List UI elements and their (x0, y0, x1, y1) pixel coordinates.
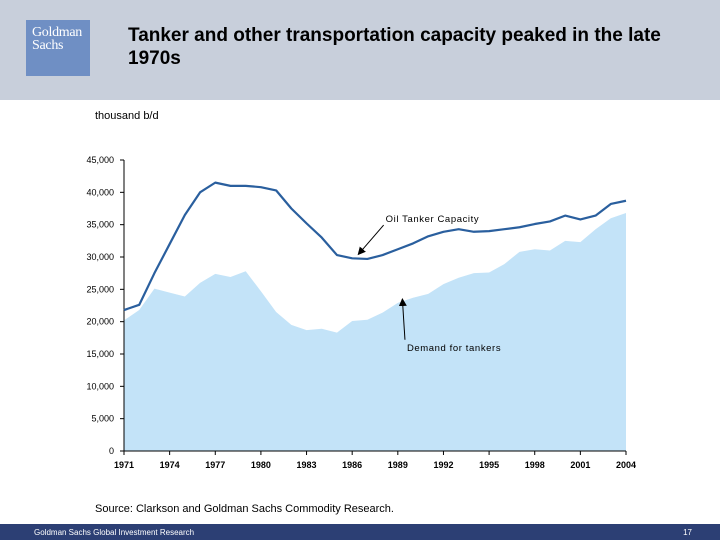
slide-title: Tanker and other transportation capacity… (128, 25, 661, 69)
x-tick-label: 1995 (479, 460, 499, 470)
y-tick-label: 10,000 (86, 381, 114, 391)
x-tick-label: 1992 (433, 460, 453, 470)
logo-line-1: Goldman (32, 25, 83, 40)
footer-bar: Goldman Sachs Global Investment Research… (0, 524, 720, 540)
y-tick-label: 45,000 (86, 155, 114, 165)
y-tick-label: 30,000 (86, 252, 114, 262)
page-number: 17 (683, 528, 692, 537)
x-tick-label: 1989 (388, 460, 408, 470)
x-tick-label: 2004 (616, 460, 636, 470)
unit-label: thousand b/d (95, 110, 159, 122)
area-line-chart: 0 5,000 10,000 15,000 20,000 25,000 30,000 35,0… (86, 155, 636, 470)
x-tick-label: 1974 (160, 460, 180, 470)
x-tick-label: 1971 (114, 460, 134, 470)
x-tick-label: 1983 (297, 460, 317, 470)
x-tick-label: 1980 (251, 460, 271, 470)
header-band: Goldman Sachs Tanker and other transport… (0, 0, 720, 100)
y-tick-label: 35,000 (86, 220, 114, 230)
demand-for-tankers-annotation: Demand for tankers (407, 343, 501, 354)
y-tick-label: 5,000 (91, 414, 114, 424)
y-tick-label: 15,000 (86, 349, 114, 359)
y-tick-label: 25,000 (86, 284, 114, 294)
y-tick-label: 20,000 (86, 317, 114, 327)
y-tick-label: 40,000 (86, 187, 114, 197)
x-tick-label: 1986 (342, 460, 362, 470)
capacity-annotation-arrow (357, 224, 385, 256)
y-tick-label: 0 (109, 446, 114, 456)
logo-line-2: Sachs (32, 38, 64, 53)
source-note: Source: Clarkson and Goldman Sachs Commo… (95, 503, 394, 515)
demand-annotation-arrow (398, 298, 407, 340)
demand-area (124, 213, 626, 451)
x-tick-label: 1998 (525, 460, 545, 470)
x-tick-label: 1977 (205, 460, 225, 470)
footer-text: Goldman Sachs Global Investment Research (34, 528, 195, 537)
goldman-sachs-logo: Goldman Sachs (26, 20, 90, 76)
x-tick-label: 2001 (570, 460, 590, 470)
oil-tanker-capacity-line (123, 181, 627, 312)
oil-tanker-capacity-annotation: Oil Tanker Capacity (386, 214, 480, 225)
